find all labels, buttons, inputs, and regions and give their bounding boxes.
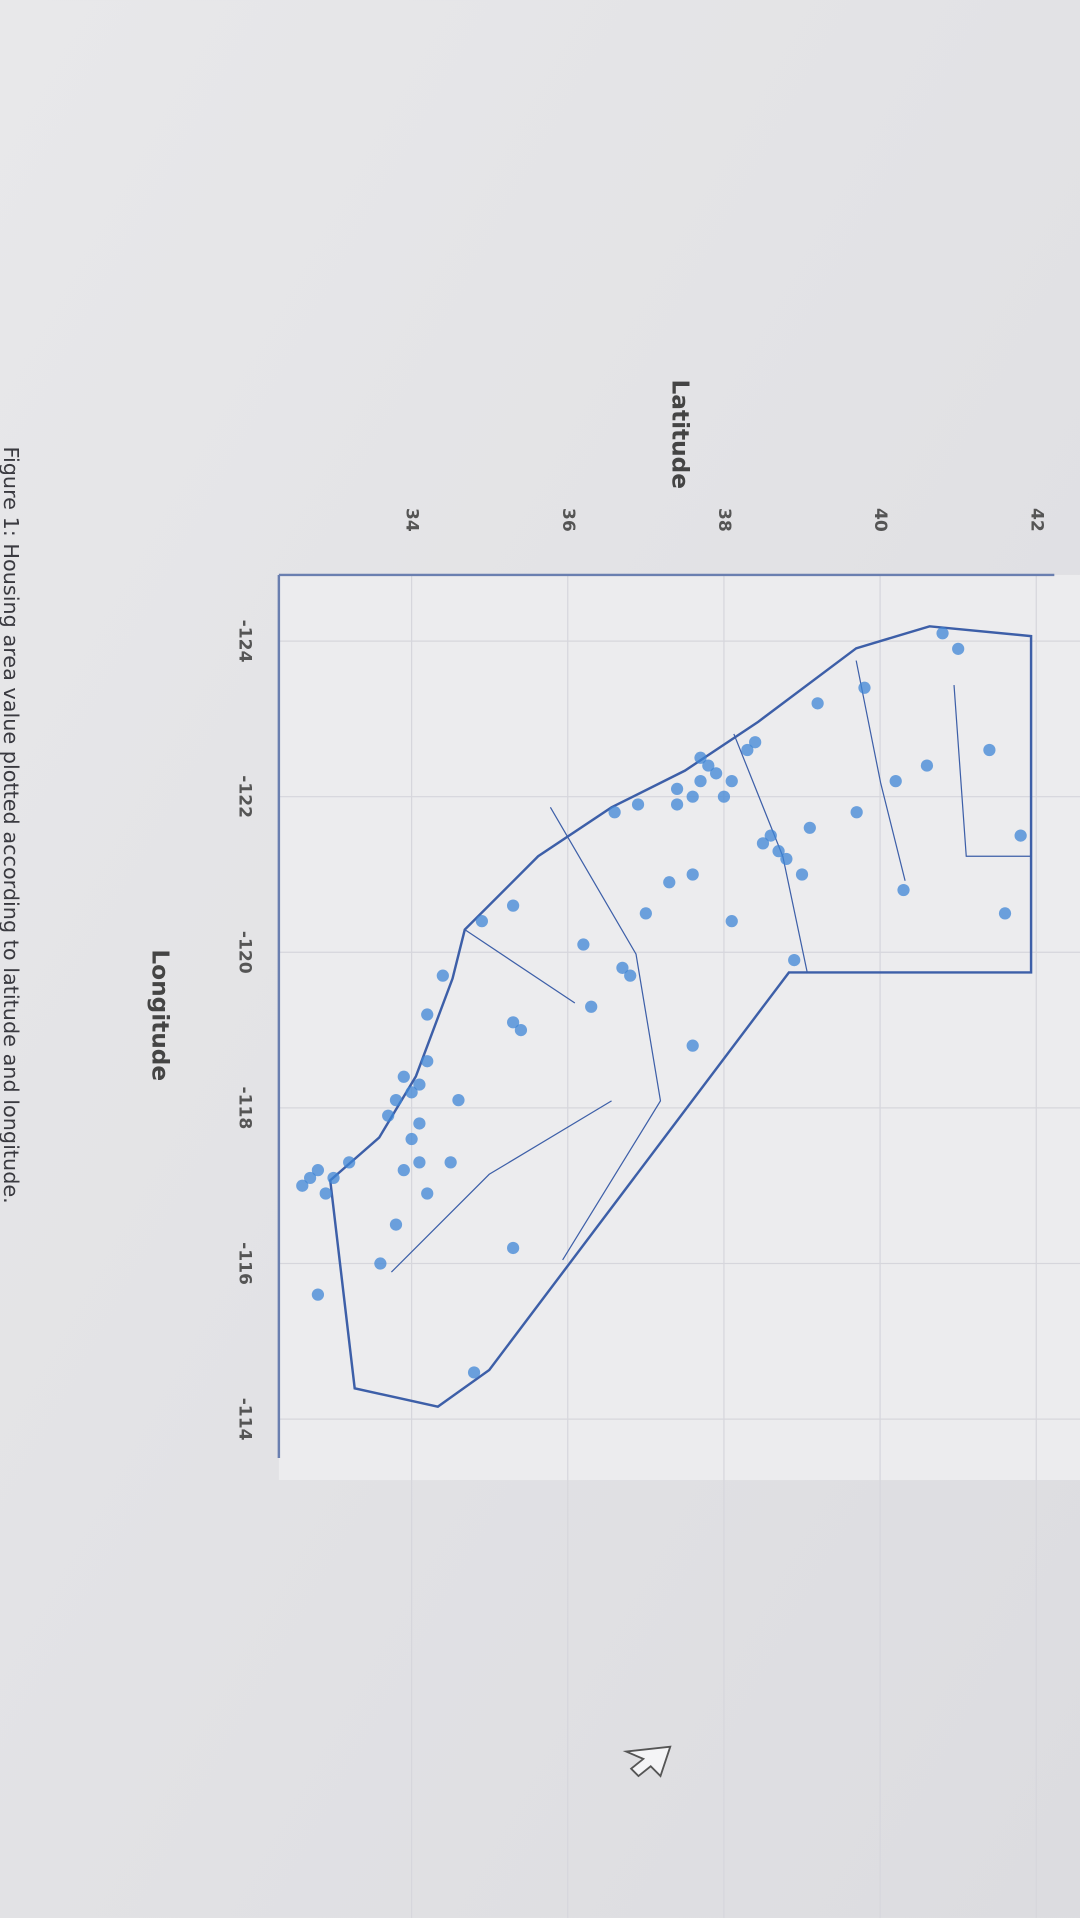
- data-point: [608, 806, 621, 819]
- y-tick-label: 36: [558, 508, 578, 532]
- data-point: [694, 775, 707, 788]
- data-point: [803, 821, 816, 834]
- data-point: [631, 798, 645, 811]
- data-point: [413, 1117, 426, 1130]
- data-point: [514, 1023, 528, 1037]
- data-point: [616, 961, 629, 974]
- data-point: [303, 1171, 317, 1185]
- cursor: [622, 1745, 672, 1778]
- data-point: [694, 751, 707, 764]
- data-point: [475, 915, 488, 928]
- data-point: [702, 759, 715, 772]
- data-point: [311, 1288, 325, 1301]
- data-point: [319, 1187, 332, 1200]
- data-point: [421, 1008, 434, 1021]
- data-point: [749, 736, 762, 749]
- data-point: [686, 868, 699, 881]
- data-point: [397, 1164, 410, 1177]
- data-point: [663, 876, 676, 889]
- data-point: [389, 1218, 403, 1231]
- y-tick-label: 34: [402, 508, 422, 532]
- data-point: [1014, 829, 1027, 842]
- data-point: [421, 1187, 434, 1200]
- data-point: [936, 627, 949, 640]
- x-tick-label: -122: [235, 775, 255, 818]
- data-point: [413, 1078, 426, 1091]
- data-point: [467, 1366, 481, 1379]
- data-point: [780, 852, 793, 866]
- data-point: [811, 697, 824, 710]
- data-point: [850, 806, 863, 819]
- data-point: [725, 775, 738, 788]
- x-tick-label: -114: [235, 1398, 255, 1441]
- data-point: [756, 837, 770, 850]
- data-point: [506, 1241, 520, 1255]
- x-tick-label: -116: [235, 1242, 255, 1285]
- data-point: [585, 1000, 598, 1013]
- data-point: [639, 907, 652, 920]
- data-point: [670, 782, 684, 796]
- data-point: [983, 743, 996, 757]
- data-point: [436, 969, 449, 982]
- data-point: [670, 798, 684, 811]
- data-point: [311, 1164, 325, 1177]
- data-point: [998, 907, 1012, 920]
- data-point: [343, 1156, 356, 1169]
- data-point: [764, 829, 777, 842]
- data-point: [788, 953, 801, 967]
- data-point: [389, 1094, 403, 1107]
- x-tick-label: -118: [235, 1086, 255, 1129]
- points: [296, 627, 1027, 1379]
- data-point: [710, 767, 723, 780]
- y-axis-title: Latitude: [666, 380, 693, 490]
- data-point: [327, 1171, 340, 1185]
- caption: Figure 1: Housing area value plotted acc…: [0, 447, 23, 1204]
- plot-area: [278, 574, 1080, 1481]
- data-point: [686, 790, 699, 803]
- data-point: [296, 1179, 309, 1192]
- data-point: [717, 790, 731, 803]
- data-point: [506, 899, 520, 912]
- data-point: [444, 1156, 457, 1169]
- data-point: [506, 1016, 520, 1029]
- data-point: [795, 868, 809, 881]
- data-point: [624, 969, 637, 982]
- data-point: [577, 938, 590, 951]
- data-point: [405, 1086, 418, 1099]
- y-tick-label: 42: [1026, 508, 1046, 532]
- state-outline: [328, 625, 1033, 1408]
- data-point: [725, 915, 738, 928]
- x-axis-title: Longitude: [147, 949, 174, 1081]
- data-point: [405, 1132, 418, 1146]
- data-point: [858, 681, 871, 694]
- data-point: [889, 775, 902, 788]
- data-point: [772, 845, 785, 858]
- data-point: [413, 1156, 426, 1169]
- data-point: [421, 1055, 434, 1068]
- data-point: [897, 883, 910, 897]
- data-point: [452, 1094, 465, 1107]
- data-point: [686, 1039, 699, 1052]
- data-point: [374, 1257, 387, 1270]
- y-tick-label: 40: [870, 508, 890, 532]
- data-point: [952, 642, 965, 655]
- data-point: [397, 1070, 410, 1083]
- data-point: [382, 1109, 395, 1122]
- y-tick-label: 38: [714, 508, 734, 532]
- data-point: [741, 743, 754, 757]
- x-tick-label: -124: [235, 620, 255, 663]
- data-point: [920, 759, 934, 772]
- x-tick-label: -120: [235, 931, 255, 974]
